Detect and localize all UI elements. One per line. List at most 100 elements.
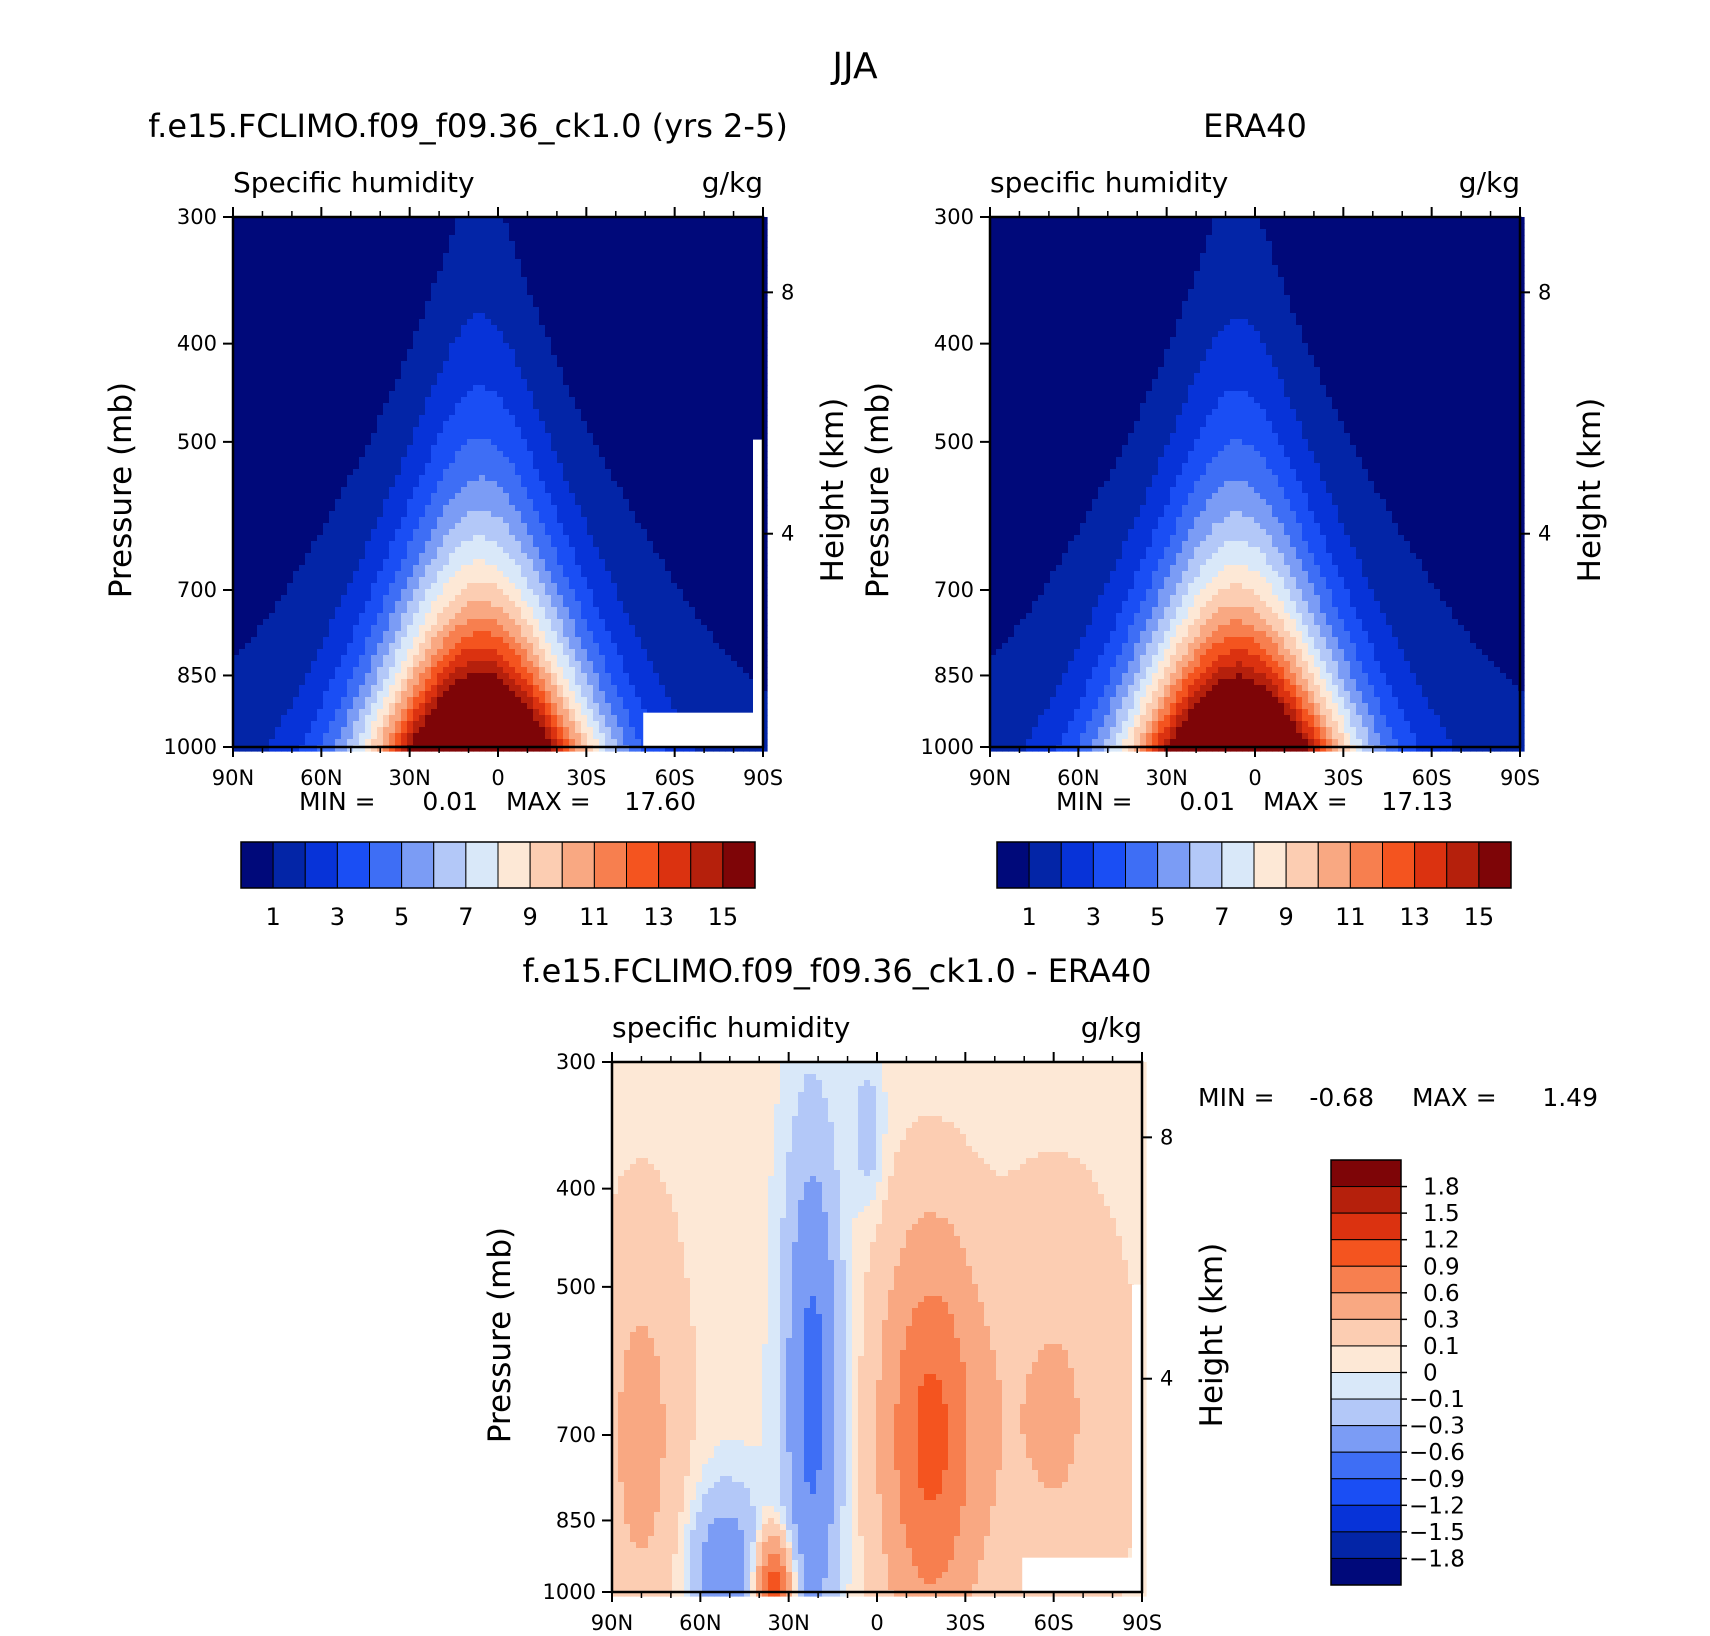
- contour-cell: [311, 373, 318, 380]
- contour-cell: [533, 331, 540, 338]
- contour-cell: [401, 349, 408, 356]
- contour-cell: [305, 439, 312, 446]
- contour-cell: [299, 343, 306, 350]
- contour-cell: [401, 373, 408, 380]
- contour-cell: [581, 505, 588, 512]
- contour-cell: [749, 361, 756, 368]
- contour-cell: [461, 385, 468, 392]
- contour-cell: [671, 487, 678, 494]
- contour-cell: [713, 223, 720, 230]
- contour-cell: [755, 331, 762, 338]
- contour-cell: [485, 373, 492, 380]
- contour-cell: [239, 385, 246, 392]
- contour-cell: [299, 505, 306, 512]
- contour-cell: [323, 343, 330, 350]
- contour-cell: [335, 289, 342, 296]
- contour-cell: [449, 511, 456, 518]
- contour-cell: [347, 457, 354, 464]
- contour-cell: [593, 445, 600, 452]
- contour-cell: [665, 265, 672, 272]
- contour-cell: [611, 385, 618, 392]
- contour-cell: [311, 295, 318, 302]
- contour-cell: [299, 481, 306, 488]
- contour-cell: [599, 427, 606, 434]
- contour-cell: [371, 349, 378, 356]
- contour-cell: [335, 283, 342, 290]
- contour-cell: [689, 385, 696, 392]
- contour-cell: [761, 391, 768, 398]
- contour-cell: [347, 403, 354, 410]
- contour-cell: [509, 265, 516, 272]
- contour-cell: [311, 409, 318, 416]
- contour-cell: [563, 505, 570, 512]
- contour-cell: [605, 511, 612, 518]
- contour-cell: [641, 439, 648, 446]
- contour-cell: [359, 445, 366, 452]
- contour-cell: [347, 517, 354, 524]
- contour-cell: [551, 355, 558, 362]
- contour-cell: [239, 349, 246, 356]
- contour-cell: [521, 301, 528, 308]
- contour-cell: [665, 283, 672, 290]
- contour-cell: [407, 463, 414, 470]
- contour-cell: [287, 313, 294, 320]
- contour-cell: [401, 325, 408, 332]
- contour-cell: [449, 517, 456, 524]
- contour-cell: [617, 277, 624, 284]
- contour-cell: [383, 289, 390, 296]
- contour-cell: [647, 511, 654, 518]
- contour-cell: [659, 391, 666, 398]
- contour-cell: [323, 379, 330, 386]
- contour-cell: [443, 379, 450, 386]
- contour-cell: [383, 229, 390, 236]
- contour-cell: [455, 391, 462, 398]
- contour-cell: [617, 415, 624, 422]
- contour-cell: [407, 313, 414, 320]
- contour-cell: [587, 481, 594, 488]
- contour-cell: [437, 379, 444, 386]
- contour-cell: [617, 295, 624, 302]
- contour-cell: [461, 397, 468, 404]
- contour-cell: [425, 361, 432, 368]
- contour-cell: [665, 487, 672, 494]
- contour-cell: [305, 253, 312, 260]
- contour-cell: [287, 421, 294, 428]
- contour-cell: [425, 355, 432, 362]
- contour-cell: [653, 259, 660, 266]
- contour-cell: [593, 337, 600, 344]
- contour-cell: [599, 403, 606, 410]
- contour-cell: [641, 385, 648, 392]
- contour-cell: [683, 373, 690, 380]
- contour-cell: [353, 307, 360, 314]
- contour-cell: [683, 439, 690, 446]
- contour-cell: [629, 373, 636, 380]
- contour-cell: [485, 415, 492, 422]
- contour-cell: [239, 457, 246, 464]
- contour-cell: [251, 397, 258, 404]
- contour-cell: [581, 319, 588, 326]
- contour-cell: [395, 331, 402, 338]
- contour-cell: [287, 271, 294, 278]
- contour-cell: [419, 499, 426, 506]
- contour-cell: [683, 289, 690, 296]
- contour-cell: [251, 373, 258, 380]
- contour-cell: [389, 493, 396, 500]
- contour-cell: [497, 421, 504, 428]
- contour-cell: [485, 529, 492, 536]
- contour-cell: [275, 229, 282, 236]
- contour-cell: [467, 247, 474, 254]
- contour-cell: [713, 505, 720, 512]
- contour-cell: [281, 523, 288, 530]
- contour-cell: [395, 487, 402, 494]
- contour-cell: [647, 433, 654, 440]
- contour-cell: [713, 301, 720, 308]
- contour-cell: [371, 541, 378, 548]
- contour-cell: [341, 229, 348, 236]
- contour-cell: [419, 535, 426, 542]
- contour-cell: [311, 535, 318, 542]
- contour-cell: [581, 361, 588, 368]
- contour-cell: [323, 385, 330, 392]
- contour-cell: [449, 451, 456, 458]
- contour-cell: [725, 367, 732, 374]
- contour-cell: [317, 493, 324, 500]
